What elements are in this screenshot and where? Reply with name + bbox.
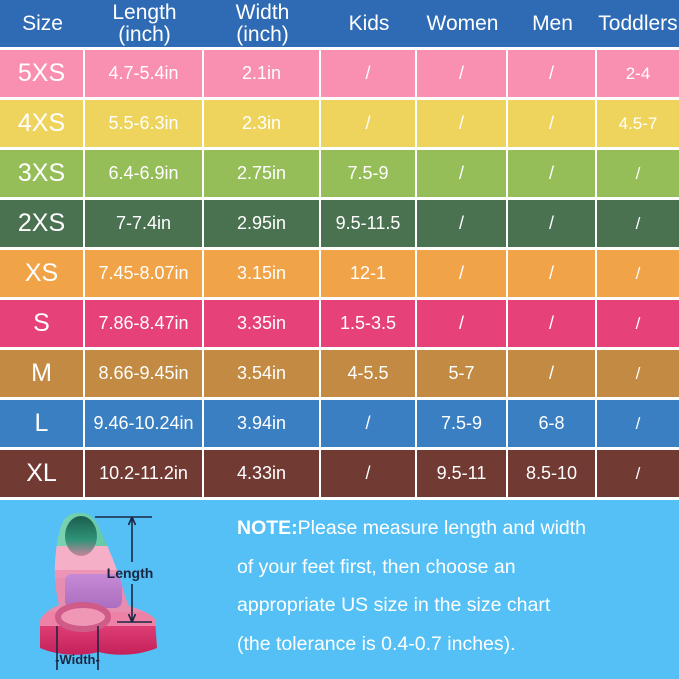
cell-kids: /: [321, 50, 417, 100]
cell-men: /: [508, 350, 597, 400]
table-row: XL 10.2-11.2in 4.33in / 9.5-11 8.5-10 /: [0, 450, 679, 500]
cell-toddlers: 4.5-7: [597, 100, 679, 150]
width-label: -Width-: [55, 652, 100, 667]
note: NOTE:Please measure length and width of …: [237, 509, 672, 663]
table-row: XS 7.45-8.07in 3.15in 12-1 / / /: [0, 250, 679, 300]
cell-length: 6.4-6.9in: [85, 150, 204, 200]
cell-width: 2.95in: [204, 200, 321, 250]
cell-men: 8.5-10: [508, 450, 597, 500]
fin-size-table: Size Length (inch) Width (inch) Kids Wom…: [0, 0, 679, 500]
cell-length: 8.66-9.45in: [85, 350, 204, 400]
cell-width: 3.15in: [204, 250, 321, 300]
cell-toddlers: /: [597, 250, 679, 300]
cell-men: /: [508, 250, 597, 300]
table-row: M 8.66-9.45in 3.54in 4-5.5 5-7 / /: [0, 350, 679, 400]
width-dimension-line: [56, 626, 99, 670]
cell-width: 2.3in: [204, 100, 321, 150]
cell-kids: /: [321, 400, 417, 450]
note-line: appropriate US size in the size chart: [237, 594, 551, 616]
cell-women: /: [417, 200, 508, 250]
cell-width: 2.1in: [204, 50, 321, 100]
cell-size: 4XS: [0, 100, 85, 150]
length-dimension-line: [95, 516, 152, 623]
table-row: 4XS 5.5-6.3in 2.3in / / / 4.5-7: [0, 100, 679, 150]
footer-section: Length -Width- NOTE:Please measure lengt…: [0, 500, 679, 679]
note-line: of your feet first, then choose an: [237, 555, 516, 578]
toe-opening: [65, 516, 97, 556]
cell-length: 7.86-8.47in: [85, 300, 204, 350]
cell-length: 7.45-8.07in: [85, 250, 204, 300]
cell-women: 9.5-11: [417, 450, 508, 500]
cell-size: L: [0, 400, 85, 450]
cell-width: 3.54in: [204, 350, 321, 400]
table-header-row: Size Length (inch) Width (inch) Kids Wom…: [0, 0, 679, 50]
note-label: NOTE:: [237, 517, 298, 539]
note-line: NOTE:Please measure length and width: [237, 509, 672, 548]
cell-width: 3.94in: [204, 400, 321, 450]
fin-illustration: Length -Width-: [40, 512, 157, 670]
cell-length: 4.7-5.4in: [85, 50, 204, 100]
cell-size: XL: [0, 450, 85, 500]
cell-toddlers: /: [597, 450, 679, 500]
cell-women: /: [417, 250, 508, 300]
cell-size: 5XS: [0, 50, 85, 100]
cell-men: /: [508, 300, 597, 350]
cell-women: /: [417, 150, 508, 200]
header-men: Men: [508, 0, 597, 50]
cell-size: M: [0, 350, 85, 400]
cell-men: /: [508, 50, 597, 100]
table-row: L 9.46-10.24in 3.94in / 7.5-9 6-8 /: [0, 400, 679, 450]
cell-men: /: [508, 200, 597, 250]
cell-length: 9.46-10.24in: [85, 400, 204, 450]
cell-women: /: [417, 50, 508, 100]
table-row: 3XS 6.4-6.9in 2.75in 7.5-9 / / /: [0, 150, 679, 200]
cell-toddlers: /: [597, 150, 679, 200]
header-toddlers: Toddlers: [597, 0, 679, 50]
cell-toddlers: /: [597, 350, 679, 400]
cell-men: /: [508, 100, 597, 150]
cell-toddlers: /: [597, 200, 679, 250]
length-label: Length: [107, 565, 154, 581]
cell-length: 7-7.4in: [85, 200, 204, 250]
table-row: 5XS 4.7-5.4in 2.1in / / / 2-4: [0, 50, 679, 100]
header-length: Length (inch): [85, 0, 204, 50]
cell-toddlers: /: [597, 300, 679, 350]
header-women: Women: [417, 0, 508, 50]
cell-width: 3.35in: [204, 300, 321, 350]
header-width: Width (inch): [204, 0, 321, 50]
cell-kids: 9.5-11.5: [321, 200, 417, 250]
cell-kids: 12-1: [321, 250, 417, 300]
cell-women: /: [417, 300, 508, 350]
cell-men: 6-8: [508, 400, 597, 450]
cell-women: 7.5-9: [417, 400, 508, 450]
cell-kids: 7.5-9: [321, 150, 417, 200]
cell-men: /: [508, 150, 597, 200]
cell-kids: /: [321, 450, 417, 500]
header-kids: Kids: [321, 0, 417, 50]
cell-kids: 1.5-3.5: [321, 300, 417, 350]
cell-size: 2XS: [0, 200, 85, 250]
note-text: Please measure length and width: [297, 517, 587, 539]
cell-women: 5-7: [417, 350, 508, 400]
cell-women: /: [417, 100, 508, 150]
cell-kids: 4-5.5: [321, 350, 417, 400]
cell-toddlers: 2-4: [597, 50, 679, 100]
header-size: Size: [0, 0, 85, 50]
heel-strap: [55, 602, 111, 632]
cell-size: XS: [0, 250, 85, 300]
cell-size: S: [0, 300, 85, 350]
cell-kids: /: [321, 100, 417, 150]
cell-width: 2.75in: [204, 150, 321, 200]
cell-length: 5.5-6.3in: [85, 100, 204, 150]
note-line: (the tolerance is 0.4-0.7 inches).: [237, 632, 516, 655]
table-row: S 7.86-8.47in 3.35in 1.5-3.5 / / /: [0, 300, 679, 350]
cell-size: 3XS: [0, 150, 85, 200]
cell-length: 10.2-11.2in: [85, 450, 204, 500]
table-row: 2XS 7-7.4in 2.95in 9.5-11.5 / / /: [0, 200, 679, 250]
cell-toddlers: /: [597, 400, 679, 450]
cell-width: 4.33in: [204, 450, 321, 500]
